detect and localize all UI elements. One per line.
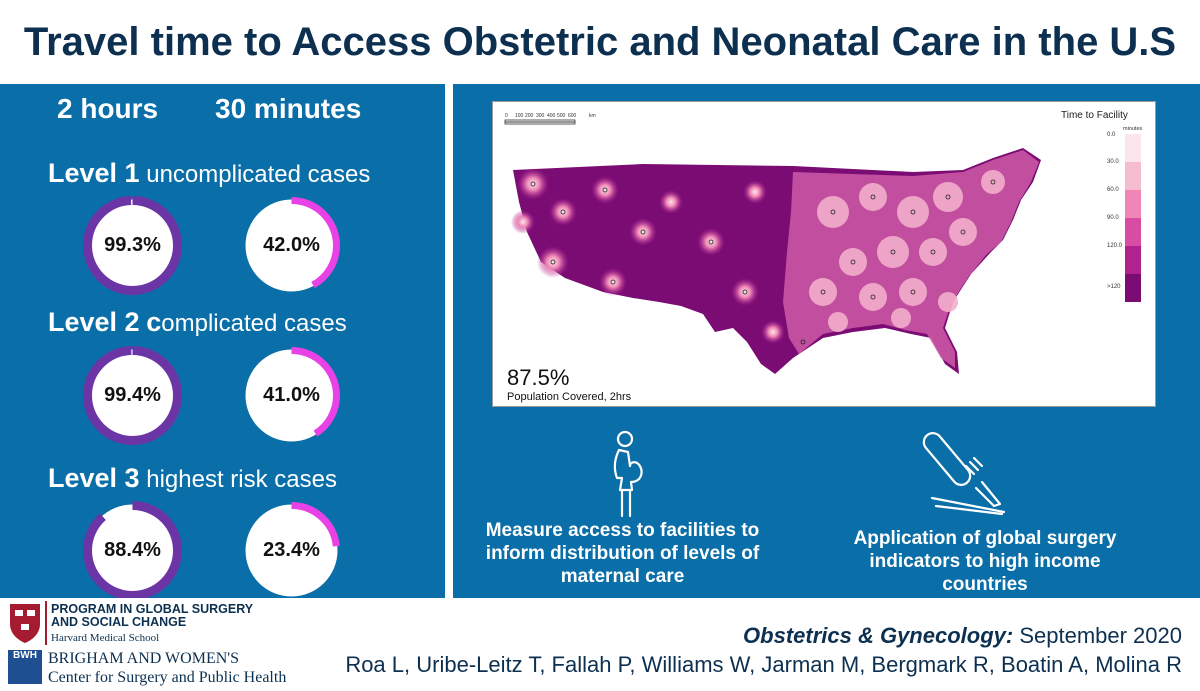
bwh-logo: BWH <box>8 650 42 684</box>
ring-percent-label: 99.3% <box>104 234 161 256</box>
west-hotspots <box>511 168 785 344</box>
ring-arc <box>83 346 182 445</box>
bwh-line2: Center for Surgery and Public Health <box>48 669 287 686</box>
scale-tick: 200 <box>525 113 534 119</box>
program-logo-text: PROGRAM IN GLOBAL SURGERY AND SOCIAL CHA… <box>51 603 253 629</box>
legend-swatch <box>1125 274 1141 302</box>
ring-level3-30min: 23.4% <box>241 500 342 601</box>
legend-label: 90.0 <box>1107 215 1119 221</box>
ring-percent-label: 99.4% <box>104 384 161 406</box>
level-name: Level 2 <box>48 307 140 337</box>
footer <box>0 598 1200 691</box>
legend-title: Time to Facility <box>1061 110 1128 121</box>
scale-tick: 300 <box>536 113 545 119</box>
facility-markers <box>530 179 996 345</box>
map-legend: Time to Facility minutes 0.0 30.0 60.0 9… <box>1061 110 1143 302</box>
ring-percent-label: 88.4% <box>104 539 161 561</box>
scale-tick: 100 <box>515 113 524 119</box>
journal-date: September 2020 <box>1013 623 1182 648</box>
coverage-label: Population Covered, 2hrs <box>507 391 632 403</box>
level-1-heading: Level 1 uncomplicated cases <box>48 158 370 189</box>
level-description: omplicated cases <box>161 310 347 337</box>
column-header-2-hours: 2 hours <box>57 93 159 124</box>
ring-level1-2hours: 99.3% <box>82 195 183 296</box>
program-line1: PROGRAM IN GLOBAL SURGERY <box>51 602 254 616</box>
level-name: Level 3 <box>48 463 140 493</box>
caption-measure-access: Measure access to facilities to inform d… <box>485 520 760 587</box>
map-canvas: 0 100 200 300 400 500 600 km <box>504 110 1143 403</box>
program-line2: AND SOCIAL CHANGE <box>51 615 187 629</box>
level-description: highest risk cases <box>146 466 337 493</box>
level-2-heading: Level 2 complicated cases <box>48 307 347 338</box>
scale-unit: km <box>589 113 596 119</box>
logo-divider <box>45 601 47 645</box>
level-description-initial: c <box>146 307 162 337</box>
ring-arc <box>243 197 340 294</box>
ring-arc <box>83 196 182 295</box>
level-3-heading: Level 3 highest risk cases <box>48 463 337 494</box>
ring-level3-2hours: 88.4% <box>82 500 183 601</box>
scale-tick: 600 <box>568 113 577 119</box>
ring-percent-label: 41.0% <box>263 384 320 406</box>
pregnant-woman-icon <box>604 430 650 523</box>
bwh-logo-text: BRIGHAM AND WOMEN'S Center for Surgery a… <box>48 649 286 687</box>
caption-global-surgery: Application of global surgery indicators… <box>853 528 1117 595</box>
journal-citation: Obstetrics & Gynecology: September 2020 <box>743 623 1182 649</box>
level-description: uncomplicated cases <box>146 161 371 188</box>
column-header-30-minutes: 30 minutes <box>215 93 362 124</box>
legend-swatch <box>1125 162 1141 190</box>
legend-unit: minutes <box>1123 126 1143 132</box>
author-list: Roa L, Uribe-Leitz T, Fallah P, Williams… <box>345 652 1182 677</box>
ring-arc <box>243 502 340 599</box>
scale-tick: 0 <box>505 113 508 119</box>
legend-label: 60.0 <box>1107 187 1119 193</box>
legend-label: 30.0 <box>1107 159 1119 165</box>
legend-label: 0.0 <box>1107 132 1116 138</box>
level-name: Level 1 <box>48 158 140 188</box>
bwh-badge-text: BWH <box>13 650 37 661</box>
legend-swatch <box>1125 134 1141 162</box>
ring-level2-30min: 41.0% <box>241 345 342 446</box>
bwh-line1: BRIGHAM AND WOMEN'S <box>48 650 240 667</box>
ring-arc <box>243 347 340 444</box>
legend-swatches <box>1125 134 1141 302</box>
ring-level2-2hours: 99.4% <box>82 345 183 446</box>
page-title: Travel time to Access Obstetric and Neon… <box>23 19 1177 64</box>
ring-percent-label: 23.4% <box>263 539 320 561</box>
left-panel <box>0 84 445 598</box>
program-line3: Harvard Medical School <box>51 632 160 644</box>
legend-swatch <box>1125 218 1141 246</box>
east-coverage-blotches <box>809 170 1005 332</box>
harvard-shield-logo <box>8 602 42 649</box>
us-travel-time-map: 0 100 200 300 400 500 600 km <box>492 101 1156 407</box>
ring-arc <box>83 501 182 600</box>
journal-name: Obstetrics & Gynecology: <box>743 623 1014 648</box>
ring-level1-30min: 42.0% <box>241 195 342 296</box>
legend-swatch <box>1125 190 1141 218</box>
scale-tick: 500 <box>557 113 566 119</box>
panel-divider <box>445 84 453 598</box>
legend-label: >120 <box>1107 284 1121 290</box>
map-scale-bar: 0 100 200 300 400 500 600 km <box>504 113 596 125</box>
legend-swatch <box>1125 246 1141 274</box>
legend-label: 120.0 <box>1107 243 1123 249</box>
scale-tick: 400 <box>547 113 556 119</box>
ring-percent-label: 42.0% <box>263 234 320 256</box>
coverage-value: 87.5% <box>507 365 569 390</box>
scalpel-icon <box>902 426 1022 521</box>
